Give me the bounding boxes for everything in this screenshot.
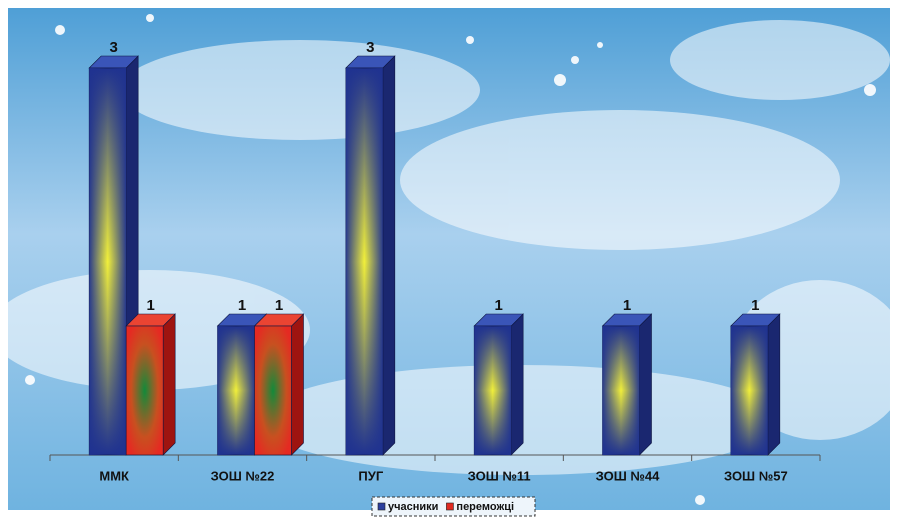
legend: учасники переможці	[371, 496, 536, 517]
data-label: 3	[109, 39, 117, 56]
bar-shade	[89, 68, 127, 455]
bar-side	[767, 313, 781, 456]
bar-side	[291, 313, 304, 456]
bar-side	[639, 313, 652, 456]
bar-side	[510, 313, 524, 456]
bar	[125, 325, 164, 456]
bar-side	[382, 55, 396, 456]
x-tick-label: ЗОШ №22	[211, 468, 275, 483]
bar	[254, 325, 292, 456]
bar-shade	[474, 326, 512, 455]
legend-label: переможці	[456, 501, 514, 513]
data-label: 1	[623, 297, 631, 314]
data-label: 1	[238, 297, 246, 314]
x-tick-label: ЗОШ №44	[596, 468, 660, 483]
x-tick-label: ММК	[99, 468, 129, 483]
sparkles	[25, 14, 876, 505]
legend-label: учасники	[388, 501, 438, 513]
x-tick-label: ЗОШ №57	[724, 468, 788, 483]
bar-shade	[602, 326, 640, 455]
x-tick-label: ПУГ	[358, 468, 383, 483]
data-label: 1	[751, 297, 759, 314]
data-label: 1	[146, 297, 154, 314]
legend-swatch	[377, 502, 386, 511]
data-label: 3	[366, 39, 374, 56]
data-label: 1	[275, 297, 283, 314]
data-label: 1	[494, 297, 502, 314]
bar-side	[162, 313, 176, 456]
legend-swatch	[446, 502, 454, 511]
bar-shade	[345, 68, 383, 455]
x-tick-label: ЗОШ №11	[468, 468, 531, 483]
bar-shade	[217, 326, 255, 455]
bar-shade	[730, 326, 768, 455]
